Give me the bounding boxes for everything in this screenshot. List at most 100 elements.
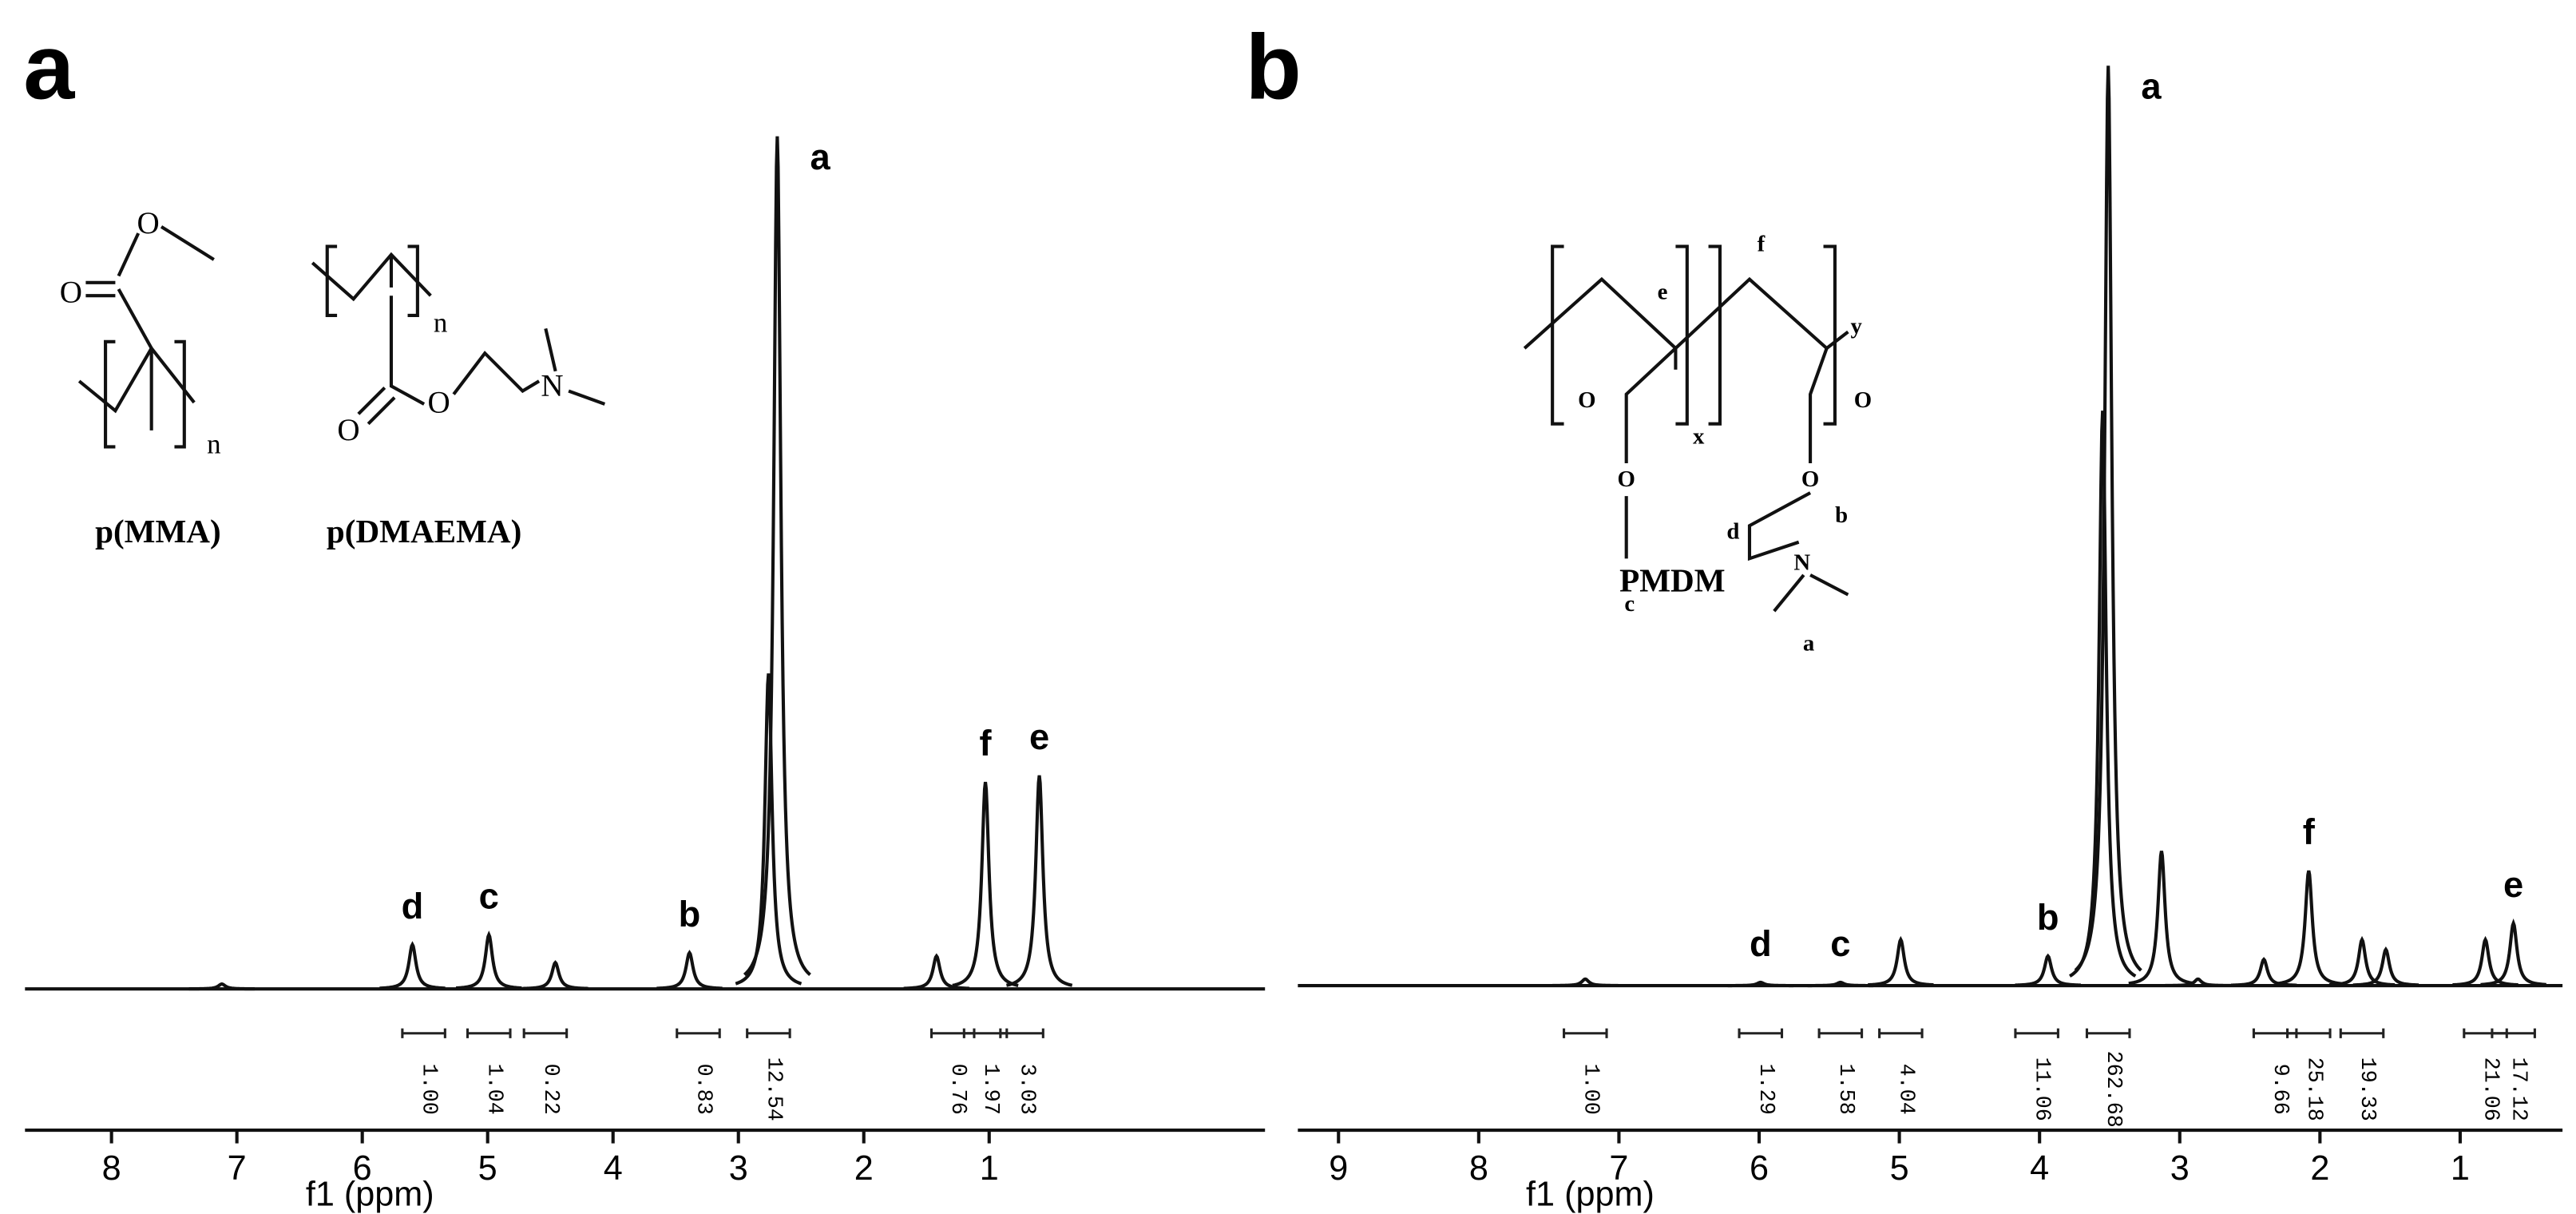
- x-tick-label: 5: [478, 1149, 497, 1188]
- integral-bracket: [522, 1028, 569, 1038]
- integral-value: 1.29: [1754, 1064, 1777, 1115]
- x-tick-label: 4: [2030, 1149, 2049, 1188]
- peak-label: a: [2141, 65, 2162, 106]
- integral-bracket: [676, 1028, 721, 1038]
- spectrum-peak: [2015, 953, 2081, 987]
- spectrum-peak: [2165, 977, 2231, 988]
- x-tick-label: 1: [2451, 1149, 2470, 1188]
- peak-label: a: [810, 137, 831, 177]
- integral-bracket: [1738, 1028, 1784, 1038]
- x-tick-label: 8: [1469, 1149, 1488, 1188]
- atom-label: O: [428, 385, 450, 419]
- spectrum-peak: [188, 982, 255, 991]
- integral-bracket: [2491, 1028, 2536, 1038]
- atom-label: a: [1803, 631, 1814, 657]
- atom-label: x: [1693, 423, 1705, 449]
- atom-label: n: [207, 429, 220, 460]
- x-tick-label: 1: [980, 1149, 999, 1188]
- integral-value: 262.68: [2101, 1051, 2125, 1128]
- integral-bracket: [2014, 1028, 2059, 1038]
- atom-label: O: [1618, 466, 1635, 492]
- integral-value: 11.06: [2030, 1057, 2054, 1121]
- integral-value: 9.66: [2268, 1064, 2292, 1115]
- integral-value: 1.04: [482, 1064, 505, 1115]
- peak-label: b: [2037, 897, 2059, 938]
- x-tick-label: 8: [102, 1149, 121, 1188]
- x-tick-label: 4: [604, 1149, 623, 1188]
- integral-value: 19.33: [2355, 1057, 2379, 1121]
- integral-bracket: [2085, 1028, 2131, 1038]
- atom-label: O: [337, 413, 359, 447]
- panel-letter: a: [23, 16, 75, 118]
- integral-bracket: [1878, 1028, 1924, 1038]
- spectrum-peak: [2275, 870, 2342, 986]
- atom-label: O: [1801, 466, 1819, 492]
- x-tick-label: 2: [854, 1149, 874, 1188]
- integral-value: 12.54: [761, 1057, 785, 1121]
- integral-bracket: [2286, 1028, 2332, 1038]
- x-tick-label: 9: [1329, 1149, 1348, 1188]
- atom-label: O: [1854, 387, 1872, 413]
- peak-label: c: [479, 875, 499, 916]
- spectrum-peak: [2352, 946, 2419, 987]
- spectrum-peak: [1727, 980, 1793, 988]
- x-tick-label: 5: [1890, 1149, 1909, 1188]
- integral-bracket: [1817, 1028, 1864, 1038]
- spectrum-peak: [2452, 935, 2519, 987]
- structure-drawing: [77, 225, 606, 449]
- peak-label: e: [2503, 864, 2523, 905]
- structure-drawing: [1523, 244, 1849, 613]
- peak-label: b: [679, 894, 701, 934]
- spectrum-peak: [1552, 977, 1619, 988]
- x-tick-label: 7: [228, 1149, 247, 1188]
- spectrum-peak: [1807, 980, 1873, 988]
- atom-label: O: [1578, 387, 1595, 413]
- integral-bracket: [746, 1028, 791, 1038]
- x-tick-label: 6: [1750, 1149, 1769, 1188]
- peak-label: e: [1029, 716, 1049, 757]
- x-axis-label: f1 (ppm): [1526, 1176, 1655, 1214]
- integral-value: 0.22: [538, 1064, 562, 1115]
- integral-bracket: [401, 1028, 446, 1038]
- x-tick-label: 3: [729, 1149, 748, 1188]
- integral-value: 0.83: [691, 1064, 715, 1115]
- structure-name: PMDM: [1619, 561, 1725, 598]
- peak-label: d: [402, 886, 424, 926]
- spectrum-peak: [2230, 957, 2297, 987]
- structure-name: p(MMA): [95, 513, 221, 550]
- x-tick-label: 3: [2170, 1149, 2190, 1188]
- integral-value: 1.00: [1578, 1064, 1602, 1115]
- peak-label: c: [1830, 923, 1850, 964]
- integral-value: 25.18: [2301, 1057, 2325, 1121]
- x-axis-label: f1 (ppm): [306, 1176, 434, 1214]
- spectrum-peak: [903, 953, 970, 990]
- x-tick-label: 7: [1609, 1149, 1628, 1188]
- integral-value: 1.58: [1833, 1064, 1857, 1115]
- integral-value: 17.12: [2507, 1057, 2530, 1121]
- integral-value: 1.00: [417, 1064, 441, 1115]
- x-tick-label: 2: [2310, 1149, 2329, 1188]
- spectrum-peak: [379, 941, 446, 990]
- atom-label: O: [60, 275, 82, 309]
- atom-label: N: [541, 369, 563, 403]
- panel-letter: b: [1246, 16, 1302, 118]
- peak-label: f: [2303, 811, 2316, 852]
- integral-bracket: [466, 1028, 512, 1038]
- integral-bracket: [1563, 1028, 1608, 1038]
- atom-label: d: [1726, 519, 1739, 545]
- spectrum-peak: [1005, 775, 1073, 987]
- integral-value: 0.76: [945, 1064, 969, 1115]
- integral-bracket: [2339, 1028, 2385, 1038]
- atom-label: e: [1658, 279, 1668, 304]
- structure-name: p(DMAEMA): [327, 513, 521, 550]
- integral-value: 3.03: [1015, 1064, 1039, 1115]
- spectrum-peak: [522, 960, 589, 990]
- spectrum-peak: [2480, 918, 2546, 986]
- integral-value: 4.04: [1893, 1064, 1917, 1115]
- spectrum-peak: [2074, 65, 2142, 972]
- integral-bracket: [999, 1028, 1044, 1038]
- spectrum-peak: [2328, 935, 2396, 987]
- atom-label: f: [1758, 232, 1766, 257]
